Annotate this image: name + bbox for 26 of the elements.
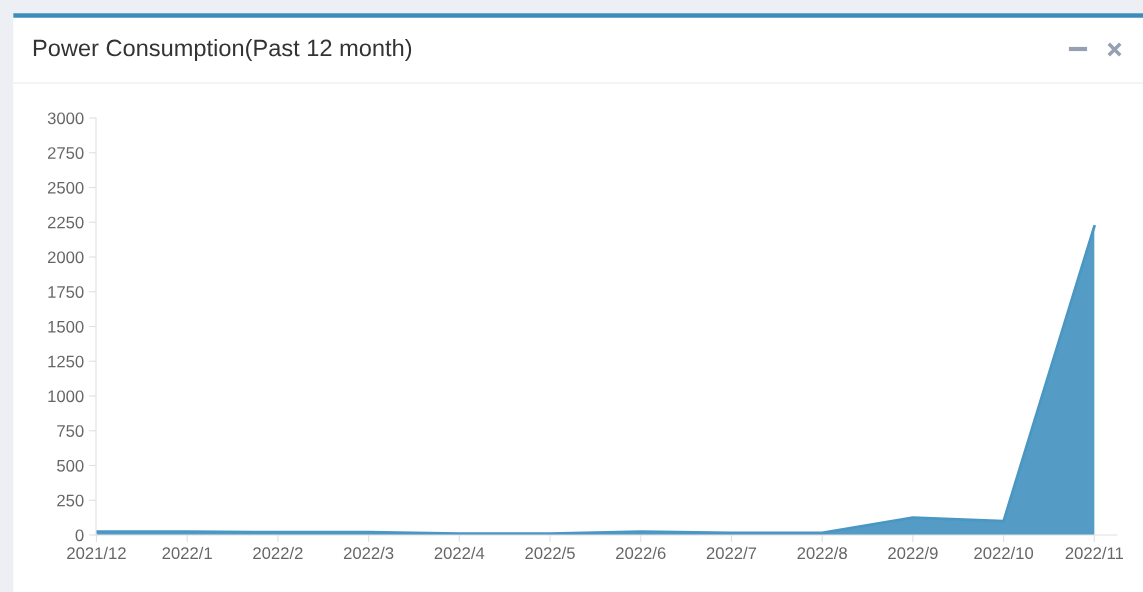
x-tick-label: 2021/12 (67, 546, 126, 560)
y-tick-label: 0 (75, 529, 84, 542)
y-tick-label: 1250 (48, 355, 84, 368)
x-tick-label: 2022/10 (974, 546, 1034, 560)
y-tick-label: 3000 (47, 112, 84, 125)
x-tick-label: 2022/9 (888, 546, 938, 560)
y-tick-label: 2750 (47, 147, 84, 159)
y-tick-label: 1000 (48, 390, 84, 403)
y-tick-label: 2500 (47, 181, 84, 194)
x-tick-label: 2022/1 (162, 546, 212, 560)
y-tick-label: 1500 (48, 320, 84, 333)
x-tick-label: 2022/5 (525, 546, 575, 560)
chart-title: Power Consumption(Past 12 month) (33, 39, 412, 62)
x-tick-label: 2022/2 (253, 546, 303, 560)
x-tick-label: 2022/7 (706, 546, 757, 560)
y-tick-label: 2250 (47, 216, 84, 229)
y-tick-label: 250 (57, 494, 84, 507)
x-tick-label: 2022/8 (797, 546, 847, 560)
y-tick-label: 750 (57, 425, 84, 437)
x-tick-label: 2022/11 (1065, 546, 1124, 560)
y-tick-label: 500 (57, 459, 84, 472)
x-tick-label: 2022/3 (343, 546, 394, 560)
x-tick-label: 2022/6 (616, 546, 666, 560)
y-tick-label: 2000 (47, 251, 84, 264)
y-tick-label: 1750 (48, 286, 84, 298)
x-tick-label: 2022/4 (434, 546, 485, 560)
